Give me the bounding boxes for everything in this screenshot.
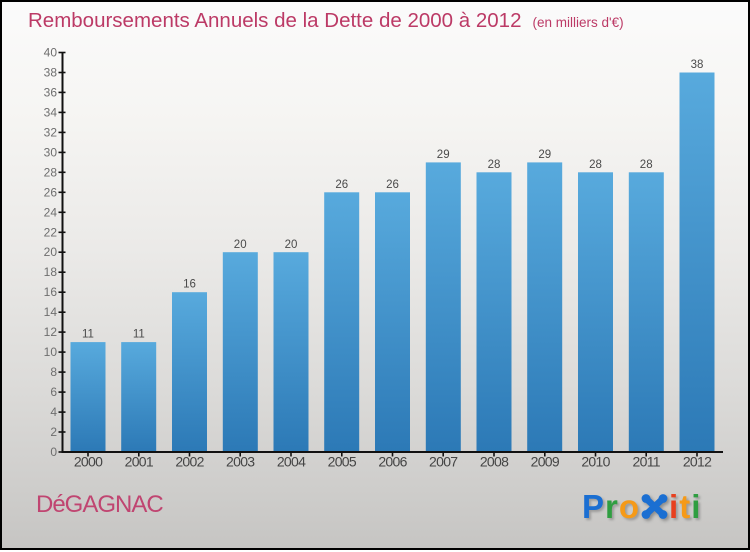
svg-text:2002: 2002 <box>175 454 204 470</box>
svg-text:22: 22 <box>44 225 58 239</box>
svg-text:38: 38 <box>44 66 58 80</box>
svg-text:10: 10 <box>44 345 58 359</box>
svg-text:28: 28 <box>589 159 602 171</box>
svg-text:18: 18 <box>44 265 58 279</box>
svg-text:34: 34 <box>44 105 58 119</box>
svg-text:2003: 2003 <box>226 454 255 470</box>
svg-text:2007: 2007 <box>429 454 458 470</box>
svg-text:2005: 2005 <box>328 454 357 470</box>
svg-text:36: 36 <box>44 85 58 99</box>
svg-text:2012: 2012 <box>683 454 712 470</box>
svg-text:2004: 2004 <box>277 454 306 470</box>
svg-text:24: 24 <box>44 205 58 219</box>
svg-text:26: 26 <box>44 185 58 199</box>
svg-text:26: 26 <box>335 179 348 191</box>
svg-text:16: 16 <box>44 285 58 299</box>
svg-text:2000: 2000 <box>74 454 103 470</box>
svg-text:4: 4 <box>50 405 57 419</box>
svg-text:14: 14 <box>44 305 58 319</box>
svg-text:2008: 2008 <box>480 454 509 470</box>
svg-text:11: 11 <box>133 329 145 341</box>
svg-text:6: 6 <box>50 385 57 399</box>
svg-text:8: 8 <box>50 365 57 379</box>
svg-text:28: 28 <box>44 165 58 179</box>
svg-text:20: 20 <box>44 245 58 259</box>
svg-text:2011: 2011 <box>633 454 661 470</box>
svg-text:16: 16 <box>183 279 196 291</box>
svg-text:38: 38 <box>691 59 704 71</box>
svg-text:32: 32 <box>44 125 58 139</box>
svg-text:28: 28 <box>640 159 653 171</box>
svg-text:2001: 2001 <box>125 454 154 470</box>
svg-text:29: 29 <box>538 149 551 161</box>
svg-text:20: 20 <box>285 239 298 251</box>
svg-text:20: 20 <box>234 239 247 251</box>
svg-text:40: 40 <box>44 46 58 60</box>
svg-text:29: 29 <box>437 149 450 161</box>
svg-text:2006: 2006 <box>378 454 407 470</box>
svg-text:2009: 2009 <box>531 454 560 470</box>
svg-text:30: 30 <box>44 145 58 159</box>
svg-text:0: 0 <box>50 445 57 459</box>
svg-text:12: 12 <box>44 325 58 339</box>
svg-text:28: 28 <box>488 159 501 171</box>
svg-text:11: 11 <box>82 329 94 341</box>
svg-text:2010: 2010 <box>581 454 610 470</box>
svg-text:2: 2 <box>50 425 57 439</box>
svg-text:26: 26 <box>386 179 399 191</box>
